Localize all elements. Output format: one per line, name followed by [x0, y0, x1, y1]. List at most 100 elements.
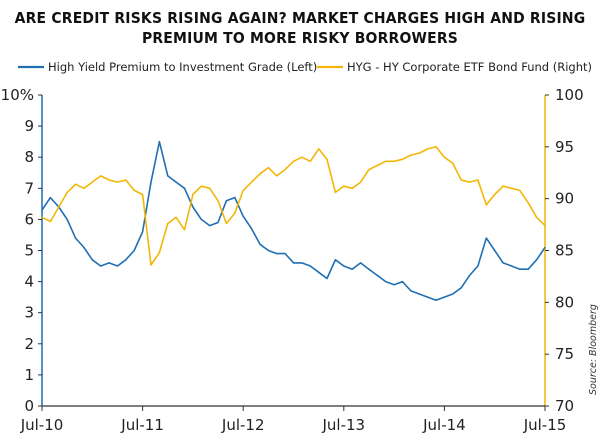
high-yield-premium-point	[443, 296, 445, 298]
right-y-tick-label: 95	[555, 138, 574, 156]
hyg-etf-point	[410, 154, 412, 156]
hyg-etf-point	[536, 216, 538, 218]
hyg-etf-point	[251, 181, 253, 183]
high-yield-premium-point	[251, 228, 253, 230]
hyg-etf-point	[502, 185, 504, 187]
series-lines	[41, 140, 546, 302]
high-yield-premium-point	[393, 284, 395, 286]
left-y-tick-label: 10%	[1, 86, 34, 104]
hyg-etf-point	[133, 189, 135, 191]
hyg-etf-point	[167, 222, 169, 225]
high-yield-premium-point	[376, 274, 378, 276]
hyg-etf-point	[142, 193, 144, 196]
hyg-etf-point	[351, 187, 353, 189]
high-yield-premium-point	[100, 265, 102, 267]
left-y-tick-label: 8	[24, 148, 34, 166]
high-yield-premium-point	[510, 265, 513, 267]
high-yield-premium-point	[401, 281, 404, 283]
high-yield-premium-point	[66, 218, 68, 220]
left-y-tick-label: 7	[24, 179, 34, 197]
high-yield-premium-point	[309, 265, 311, 267]
hyg-etf-point	[318, 148, 320, 150]
high-yield-premium-point	[74, 237, 77, 239]
series-line-high-yield-premium	[41, 140, 546, 302]
high-yield-premium-point	[284, 253, 286, 255]
hyg-etf-point	[276, 175, 278, 177]
series-line-hyg-etf	[41, 146, 546, 266]
hyg-etf-point	[494, 193, 496, 196]
title-line-2: PREMIUM TO MORE RISKY BORROWERS	[141, 29, 459, 47]
hyg-etf-point	[292, 160, 295, 162]
hyg-etf-point	[242, 189, 244, 191]
hyg-etf-point	[527, 202, 529, 204]
right-y-tick-label: 70	[555, 397, 574, 415]
hyg-etf-point	[83, 187, 85, 189]
hyg-etf-point	[41, 216, 43, 218]
hyg-etf-point	[510, 187, 513, 189]
left-y-tick-label: 2	[24, 335, 34, 353]
high-yield-premium-point	[83, 246, 85, 248]
hyg-etf-point	[360, 181, 362, 183]
hyg-etf-point	[183, 229, 186, 231]
high-yield-premium-point	[360, 262, 362, 264]
hyg-etf-point	[334, 191, 336, 193]
hyg-etf-point	[452, 162, 454, 164]
right-y-tick-label: 80	[555, 293, 574, 311]
hyg-etf-point	[49, 220, 52, 223]
axes: 0 1 2 3 4 5 6 7 8 9 10% 70 75 80 85 90 95 100 Jul-10 Jul-11…	[1, 86, 584, 434]
hyg-etf-point	[259, 173, 261, 175]
left-y-tick-label: 0	[24, 397, 34, 415]
hyg-etf-point	[326, 158, 328, 160]
hyg-etf-point	[477, 179, 479, 181]
high-yield-premium-point	[469, 274, 471, 276]
right-y-tick-label: 90	[555, 190, 574, 208]
x-tick-label: Jul-15	[523, 416, 567, 434]
high-yield-premium-point	[217, 221, 219, 224]
high-yield-premium-point	[192, 206, 194, 208]
hyg-etf-point	[158, 252, 160, 254]
high-yield-premium-point	[133, 249, 135, 252]
high-yield-premium-point	[334, 259, 336, 261]
legend-label-left-series: High Yield Premium to Investment Grade (…	[48, 60, 317, 74]
left-y-tick-label: 4	[24, 273, 34, 291]
hyg-etf-point	[343, 185, 345, 187]
hyg-etf-point	[116, 181, 119, 183]
hyg-etf-point	[427, 148, 429, 150]
high-yield-premium-point	[536, 259, 538, 261]
hyg-etf-point	[309, 160, 311, 162]
high-yield-premium-point	[544, 246, 546, 248]
left-y-tick-label: 5	[24, 242, 34, 260]
hyg-etf-point	[519, 189, 521, 191]
hyg-etf-point	[150, 264, 152, 266]
hyg-etf-point	[209, 187, 211, 189]
high-yield-premium-point	[460, 287, 462, 289]
high-yield-premium-point	[158, 141, 160, 143]
left-y-tick-label: 9	[24, 117, 34, 135]
hyg-etf-point	[376, 164, 378, 167]
left-y-tick-label: 1	[24, 366, 34, 384]
hyg-etf-point	[74, 183, 77, 185]
high-yield-premium-point	[527, 268, 529, 270]
source-note: Source: Bloomberg	[588, 304, 599, 395]
legend-label-right-series: HYG - HY Corporate ETF Bond Fund (Right)	[347, 60, 592, 74]
hyg-etf-point	[301, 156, 303, 158]
hyg-etf-point	[125, 179, 127, 181]
high-yield-premium-point	[368, 268, 370, 270]
high-yield-premium-point	[116, 265, 119, 267]
x-tick-label: Jul-11	[120, 416, 164, 434]
high-yield-premium-point	[326, 277, 328, 280]
left-y-tick-label: 6	[24, 210, 34, 228]
chart-title: ARE CREDIT RISKS RISING AGAIN? MARKET CH…	[0, 8, 600, 48]
high-yield-premium-point	[494, 249, 496, 252]
hyg-etf-point	[66, 191, 68, 193]
hyg-etf-point	[108, 179, 110, 181]
hyg-etf-point	[418, 152, 420, 154]
high-yield-premium-point	[49, 197, 52, 199]
hyg-etf-point	[460, 179, 462, 181]
high-yield-premium-point	[175, 181, 177, 183]
high-yield-premium-point	[108, 262, 110, 264]
hyg-etf-point	[58, 206, 60, 208]
hyg-etf-point	[469, 181, 471, 183]
high-yield-premium-point	[267, 249, 269, 252]
